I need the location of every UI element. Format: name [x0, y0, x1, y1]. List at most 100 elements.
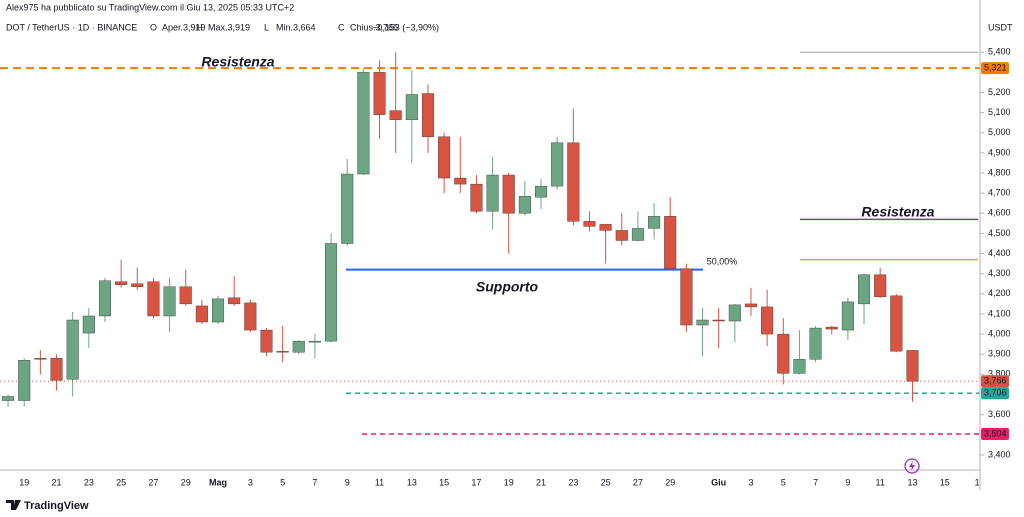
candle-body: [470, 183, 483, 212]
candle-body: [454, 177, 467, 185]
candle-body: [212, 298, 225, 323]
y-tick-label: 4,200: [988, 288, 1011, 298]
x-tick-label: 25: [601, 477, 611, 487]
x-tick-label: 29: [665, 477, 675, 487]
annotation: 50,00%: [707, 256, 738, 266]
event-bolt: [909, 461, 915, 471]
x-tick-label: 13: [907, 477, 917, 487]
x-tick-label: 17: [471, 477, 481, 487]
candle-body: [292, 340, 305, 353]
candle-body: [244, 302, 257, 331]
candle-body: [777, 333, 790, 374]
candle-body: [841, 301, 854, 331]
plot-area: Resistenza Supporto Resistenza 50,00%: [0, 51, 980, 435]
candle-body: [82, 315, 95, 334]
candle-body: [2, 396, 15, 401]
candle-body: [18, 360, 31, 401]
x-tick-label: 11: [375, 477, 384, 487]
y-tick-label: 5,000: [988, 127, 1011, 137]
candle-body: [405, 94, 418, 120]
x-tick-label: Giu: [711, 477, 726, 487]
candle-body: [373, 72, 386, 115]
annotation: Supporto: [476, 279, 539, 295]
x-tick-label: 19: [504, 477, 514, 487]
x-tick-label: 27: [633, 477, 643, 487]
candle-body: [680, 268, 693, 326]
axes: 3,400 3,600 3,800 3,900 4,000 4,100 4,200 4,300…: [19, 47, 1010, 488]
x-tick-label: 19: [19, 477, 29, 487]
candle-body: [308, 340, 321, 343]
candle-body: [858, 274, 871, 305]
price-label-box: [981, 62, 1009, 75]
candle-body: [567, 142, 580, 222]
y-tick-label: 3,900: [988, 349, 1011, 359]
x-tick-label: 21: [536, 477, 546, 487]
y-tick-label: 5,200: [988, 87, 1011, 97]
x-tick-label: 23: [84, 477, 94, 487]
x-tick-label: 1: [975, 477, 980, 487]
candle-body: [34, 358, 47, 360]
candle-body: [276, 351, 289, 353]
x-tick-label: 23: [568, 477, 578, 487]
y-tick-label: 4,700: [988, 188, 1011, 198]
y-tick-label: 4,300: [988, 268, 1011, 278]
y-tick-label: 5,100: [988, 107, 1011, 117]
y-tick-label: 4,100: [988, 308, 1011, 318]
candle-body: [228, 297, 241, 305]
candle-body: [179, 286, 192, 305]
candle-body: [195, 305, 208, 323]
ohlc-value: Max.3,919: [208, 22, 250, 32]
price-label: 5,321: [984, 63, 1007, 73]
y-tick-label: 3,400: [988, 449, 1011, 459]
candle-body: [551, 142, 564, 187]
candle-body: [599, 224, 612, 231]
x-tick-label: Mag: [209, 477, 227, 487]
ohlc-key: C: [338, 22, 345, 32]
price-label: 3,766: [984, 376, 1007, 386]
candle-body: [712, 319, 725, 322]
x-tick-label: 27: [148, 477, 158, 487]
y-tick-label: 4,400: [988, 248, 1011, 258]
x-tick-label: 15: [940, 477, 950, 487]
candle-body: [341, 173, 354, 244]
candle-body: [761, 306, 774, 335]
ohlc-key: O: [150, 22, 157, 32]
currency: USDT: [988, 22, 1013, 32]
candle-body: [664, 216, 677, 269]
x-tick-label: 25: [116, 477, 126, 487]
candle-body: [438, 136, 451, 179]
candle-body: [648, 216, 661, 229]
candle-body: [325, 243, 338, 342]
y-tick-label: 3,600: [988, 409, 1011, 419]
candle-body: [357, 72, 370, 175]
y-tick-label: 4,500: [988, 228, 1011, 238]
ohlc-key: L: [264, 22, 269, 32]
candle-body: [50, 358, 63, 381]
publisher-line: Alex975 ha pubblicato su TradingView.com…: [6, 2, 294, 12]
x-tick-label: 9: [345, 477, 350, 487]
candle-body: [906, 350, 919, 382]
x-tick-label: 13: [407, 477, 417, 487]
symbol: DOT / TetherUS · 1D · BINANCE: [6, 22, 137, 32]
candle-body: [98, 280, 111, 317]
event-icon[interactable]: [904, 458, 920, 474]
candle-body: [66, 319, 79, 380]
candle-body: [260, 329, 273, 353]
price-label: 3,706: [984, 388, 1007, 398]
candle-body: [518, 195, 531, 214]
candle-body: [389, 110, 402, 120]
y-tick-label: 4,600: [988, 208, 1011, 218]
brand-logo: [6, 500, 21, 510]
candle-body: [147, 281, 160, 317]
price-label-box: [981, 427, 1009, 440]
x-tick-label: 11: [876, 477, 885, 487]
ohlc-change: −0,153 (−3,90%): [372, 22, 439, 32]
x-tick-label: 3: [248, 477, 253, 487]
y-tick-label: 4,900: [988, 147, 1011, 157]
candle-body: [696, 319, 709, 326]
price-label-box: [981, 387, 1009, 400]
y-tick-label: 4,000: [988, 328, 1011, 338]
price-label: 3,504: [984, 428, 1007, 438]
